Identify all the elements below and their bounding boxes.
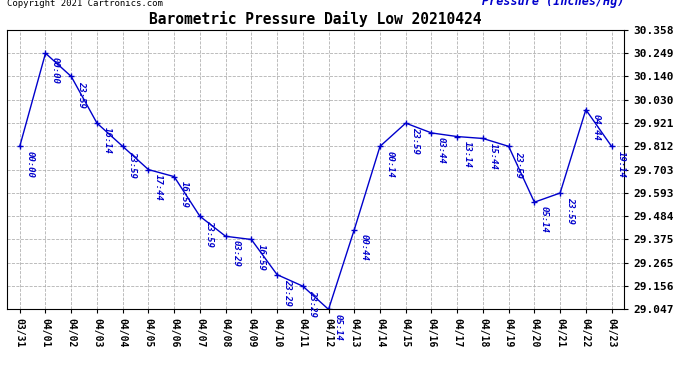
Text: 00:44: 00:44 xyxy=(359,234,369,261)
Text: 17:44: 17:44 xyxy=(154,174,163,201)
Text: 03:44: 03:44 xyxy=(437,137,446,164)
Text: 16:14: 16:14 xyxy=(103,127,112,154)
Text: 16:59: 16:59 xyxy=(179,181,188,208)
Text: Copyright 2021 Cartronics.com: Copyright 2021 Cartronics.com xyxy=(7,0,163,8)
Text: 23:59: 23:59 xyxy=(206,220,215,247)
Title: Barometric Pressure Daily Low 20210424: Barometric Pressure Daily Low 20210424 xyxy=(150,12,482,27)
Text: Pressure (Inches/Hg): Pressure (Inches/Hg) xyxy=(482,0,624,8)
Text: 00:00: 00:00 xyxy=(51,57,60,84)
Text: 23:29: 23:29 xyxy=(308,290,317,317)
Text: 15:44: 15:44 xyxy=(489,142,497,170)
Text: 23:29: 23:29 xyxy=(283,279,292,306)
Text: 16:59: 16:59 xyxy=(257,244,266,270)
Text: 00:14: 00:14 xyxy=(386,150,395,177)
Text: 13:14: 13:14 xyxy=(463,141,472,168)
Text: 23:59: 23:59 xyxy=(128,150,137,177)
Text: 23:59: 23:59 xyxy=(566,197,575,224)
Text: 04:44: 04:44 xyxy=(591,114,600,141)
Text: 03:29: 03:29 xyxy=(231,240,240,267)
Text: 05:14: 05:14 xyxy=(540,206,549,233)
Text: 05:14: 05:14 xyxy=(334,314,343,340)
Text: 23:59: 23:59 xyxy=(514,150,523,177)
Text: 00:00: 00:00 xyxy=(26,150,34,177)
Text: 23:59: 23:59 xyxy=(411,127,420,154)
Text: 23:59: 23:59 xyxy=(77,81,86,108)
Text: 19:14: 19:14 xyxy=(617,150,626,177)
